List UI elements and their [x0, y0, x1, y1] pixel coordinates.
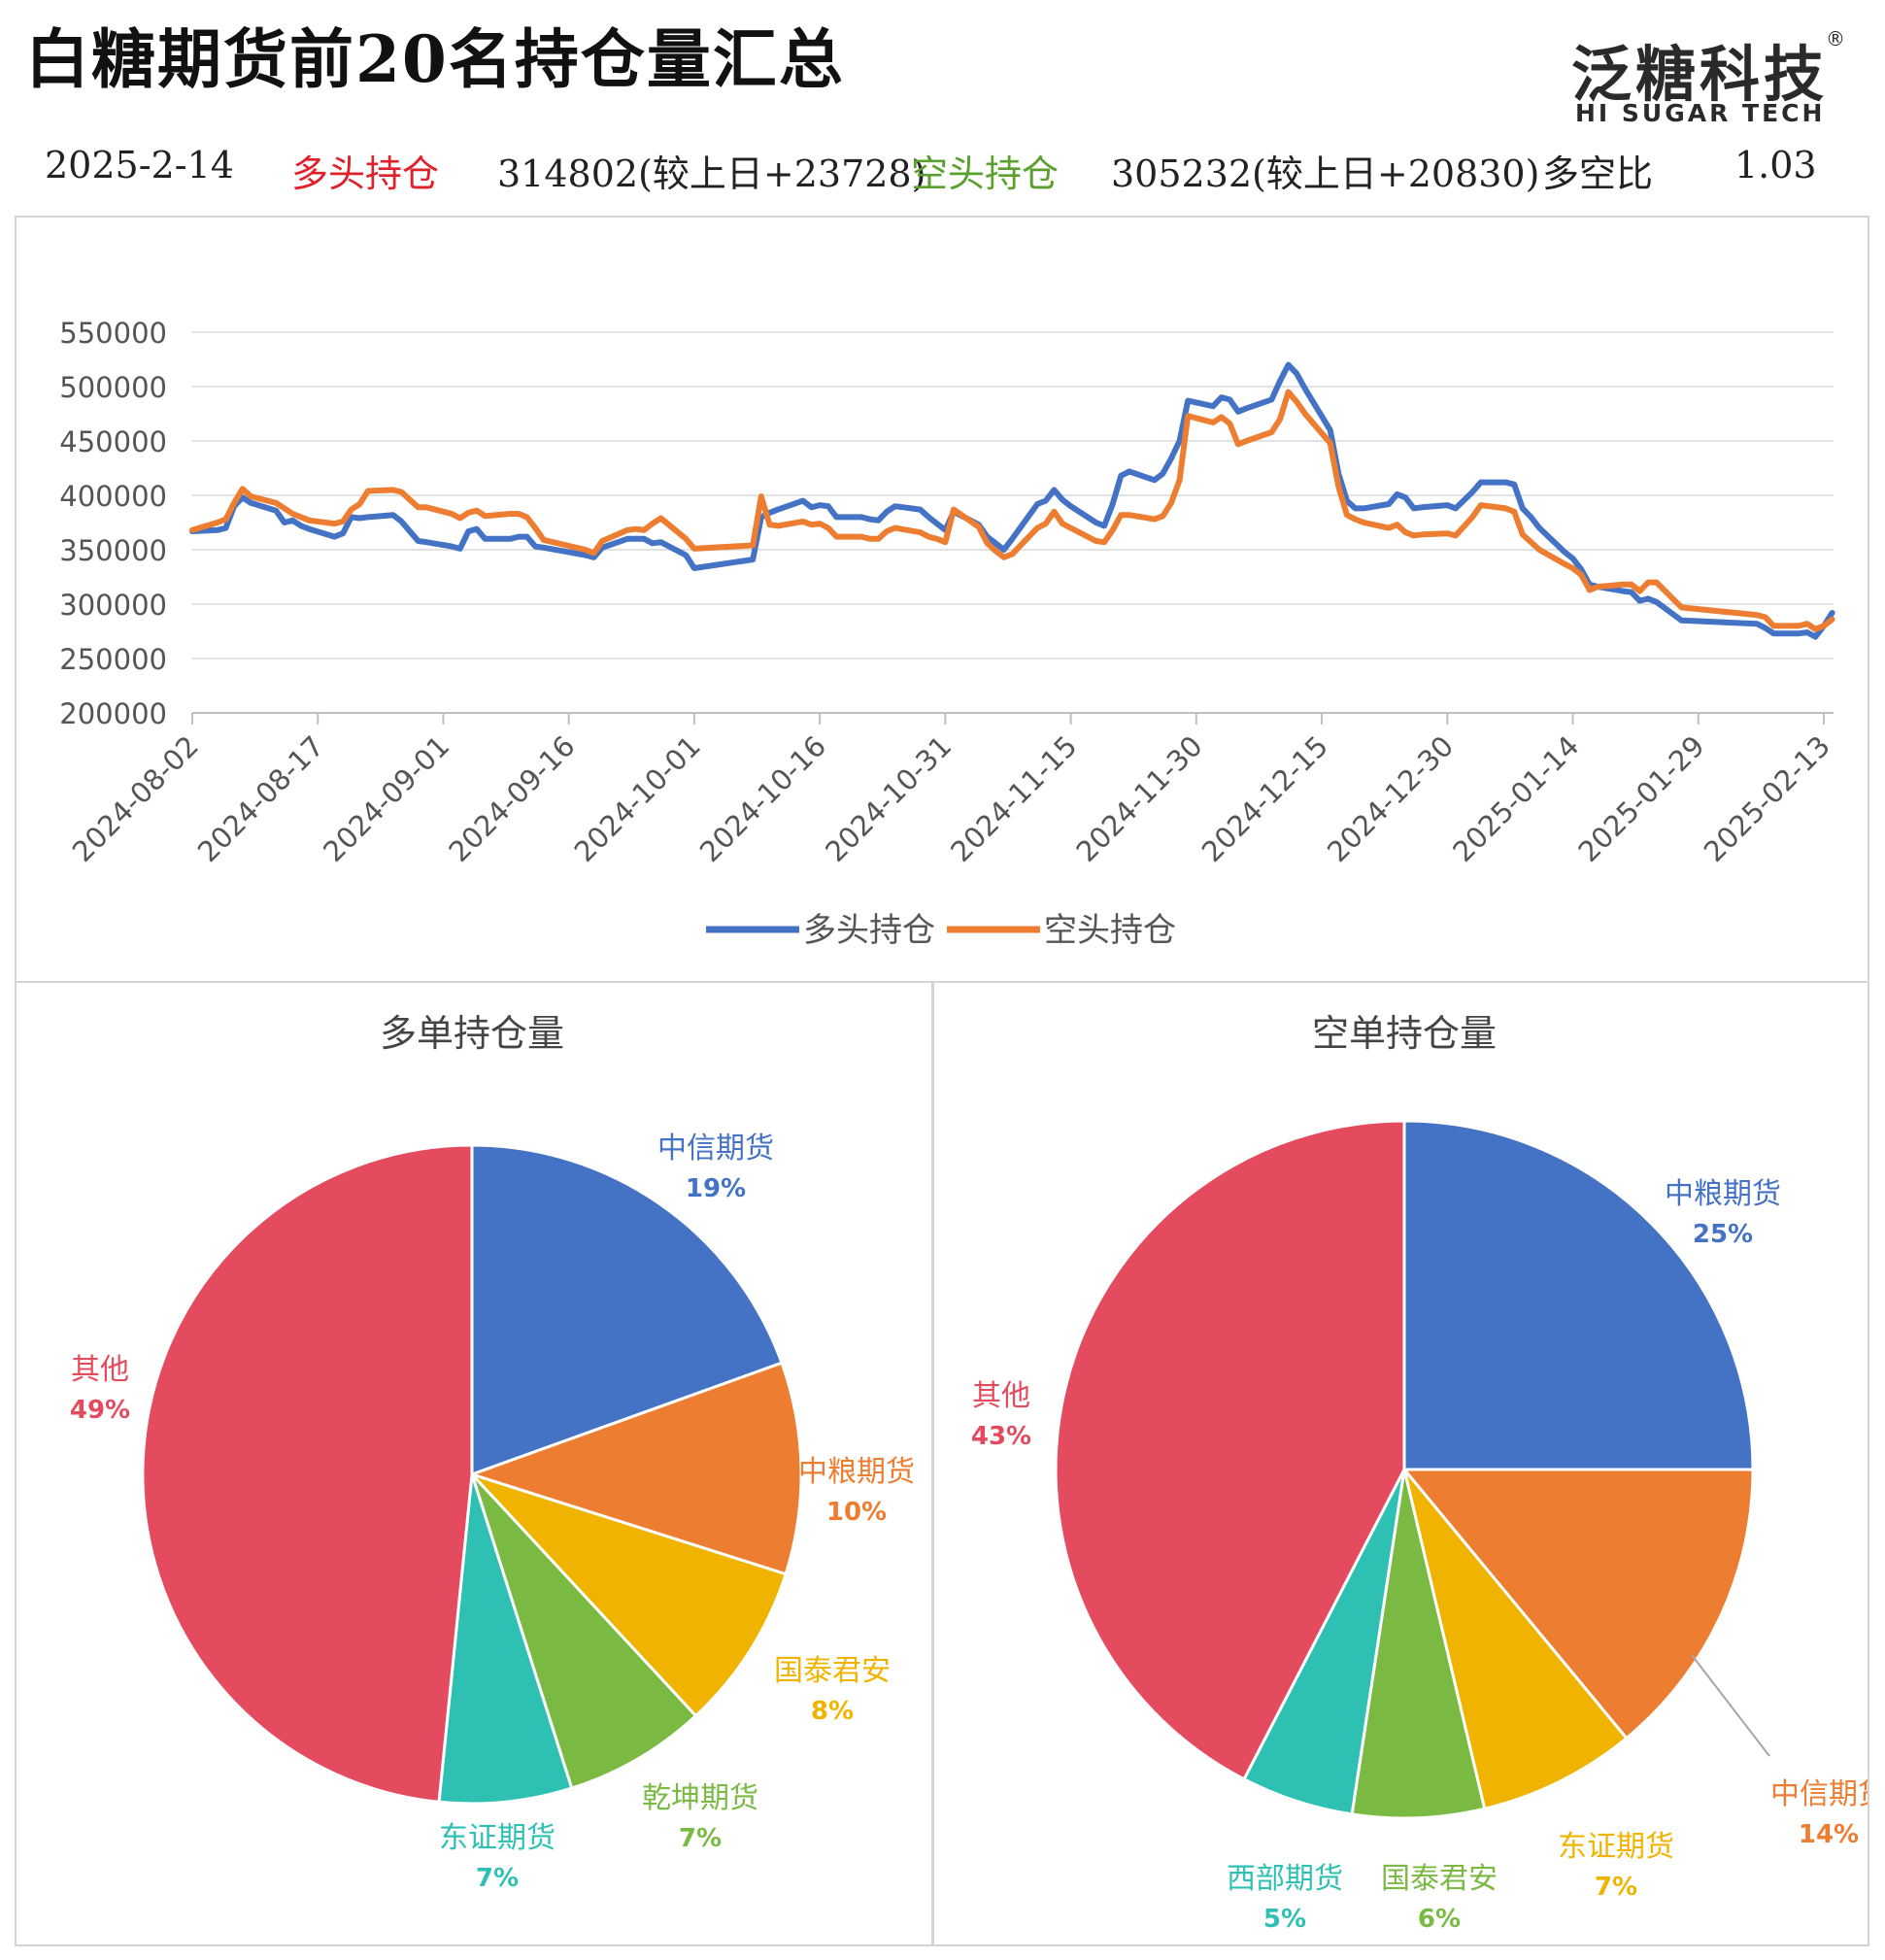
x-tick-label: 2024-12-15 [1195, 729, 1334, 868]
legend-label: 空头持仓 [1044, 911, 1176, 950]
series-line [189, 361, 1835, 640]
long-short-ratio-value: 1.03 [1734, 144, 1817, 186]
x-tick-label: 2024-08-17 [191, 729, 330, 868]
x-tick-label: 2024-10-31 [819, 729, 958, 868]
slice-percent: 49% [70, 1396, 130, 1425]
slice-percent: 6% [1418, 1905, 1461, 1934]
registered-mark: ® [1826, 27, 1845, 51]
slice-percent: 43% [971, 1422, 1031, 1451]
y-tick-label: 350000 [59, 534, 167, 567]
series-line [189, 389, 1835, 632]
pie-slice [467, 1361, 803, 1576]
slice-percent: 5% [1263, 1905, 1306, 1934]
slice-percent: 7% [476, 1864, 519, 1893]
long-short-ratio-label: 多空比 [1542, 152, 1654, 195]
slice-percent: 19% [686, 1174, 746, 1203]
pie-title: 多单持仓量 [380, 1012, 564, 1055]
logo-subtitle: HI SUGAR TECH [1575, 99, 1826, 127]
slice-label: 中信期货 [1770, 1777, 1868, 1811]
slice-label: 东证期货 [1558, 1830, 1674, 1864]
position-line-chart: 200000 250000 300000 350000 400000 450000 5000… [59, 317, 1836, 950]
x-tick-label: 2024-10-01 [568, 729, 707, 868]
slice-label: 国泰君安 [774, 1654, 891, 1688]
slice-label: 国泰君安 [1381, 1862, 1498, 1896]
y-tick-label: 200000 [59, 697, 167, 730]
pie-slice [141, 1143, 474, 1804]
y-tick-label: 450000 [59, 425, 167, 458]
slice-percent: 8% [811, 1697, 854, 1726]
y-tick-label: 300000 [59, 589, 167, 622]
slice-label: 其他 [71, 1353, 129, 1387]
pie-slice [470, 1143, 784, 1477]
logo-text: 泛糖科技 [1571, 39, 1829, 110]
y-tick-label: 500000 [59, 371, 167, 404]
y-tick-label: 250000 [59, 643, 167, 676]
pie-title: 空单持仓量 [1312, 1012, 1497, 1055]
pie-slice [1402, 1469, 1629, 1811]
slice-percent: 10% [826, 1498, 887, 1527]
x-tick-label: 2024-08-02 [66, 729, 205, 868]
x-tick-label: 2025-01-29 [1571, 729, 1710, 868]
x-tick-label: 2024-10-16 [693, 729, 832, 868]
slice-label: 中信期货 [657, 1132, 774, 1166]
pie-slice [437, 1473, 574, 1806]
x-tick-label: 2024-11-15 [944, 729, 1083, 868]
line-chart-panel: 200000 250000 300000 350000 400000 450000 5000… [15, 216, 1869, 983]
slice-label: 乾坤期货 [642, 1781, 758, 1815]
x-tick-label: 2024-11-30 [1070, 729, 1209, 868]
slice-percent: 14% [1799, 1820, 1859, 1849]
slice-label: 中粮期货 [1665, 1177, 1781, 1211]
pie-slice [1054, 1119, 1406, 1781]
pie-slice [1402, 1119, 1755, 1471]
slice-label: 其他 [972, 1379, 1030, 1413]
slice-percent: 25% [1693, 1220, 1753, 1249]
summary-bar: 2025-2-14 多头持仓 314802(较上日+23728) 空头持仓 30… [0, 144, 1885, 202]
pie-slice [470, 1472, 698, 1790]
slice-percent: 7% [679, 1824, 722, 1853]
short-position-value: 305232(较上日+20830) [1111, 152, 1540, 195]
brand-logo: 泛糖科技 ® HI SUGAR TECH [1571, 25, 1863, 132]
x-tick-label: 2024-09-01 [317, 729, 455, 868]
long-position-value: 314802(较上日+23728) [497, 152, 926, 195]
x-tick-label: 2024-12-30 [1321, 729, 1460, 868]
pie-slice [1350, 1469, 1487, 1820]
y-tick-label: 400000 [59, 480, 167, 513]
x-tick-label: 2025-02-13 [1698, 729, 1836, 868]
legend-label: 多头持仓 [803, 911, 935, 950]
x-tick-label: 2024-09-16 [442, 729, 581, 868]
leader-line [1691, 1654, 1770, 1757]
slice-label: 中粮期货 [798, 1455, 915, 1489]
page-title: 白糖期货前20名持仓量汇总 [25, 21, 845, 97]
pie-slice [1400, 1468, 1755, 1740]
short-position-label: 空头持仓 [911, 152, 1060, 195]
x-tick-label: 2025-01-14 [1446, 729, 1585, 868]
y-tick-label: 550000 [59, 317, 167, 350]
report-date: 2025-2-14 [45, 144, 234, 186]
long-position-label: 多头持仓 [291, 152, 440, 195]
long-pie-panel: 多单持仓量中信期货 19% 中粮期货 10% 国泰君安 8% 乾坤期货 7% 东证期货 7% 其他 4… [15, 981, 933, 1946]
pie-slice [467, 1470, 788, 1718]
slice-label: 东证期货 [439, 1821, 555, 1855]
slice-percent: 7% [1595, 1873, 1637, 1902]
slice-label: 西部期货 [1227, 1862, 1343, 1896]
